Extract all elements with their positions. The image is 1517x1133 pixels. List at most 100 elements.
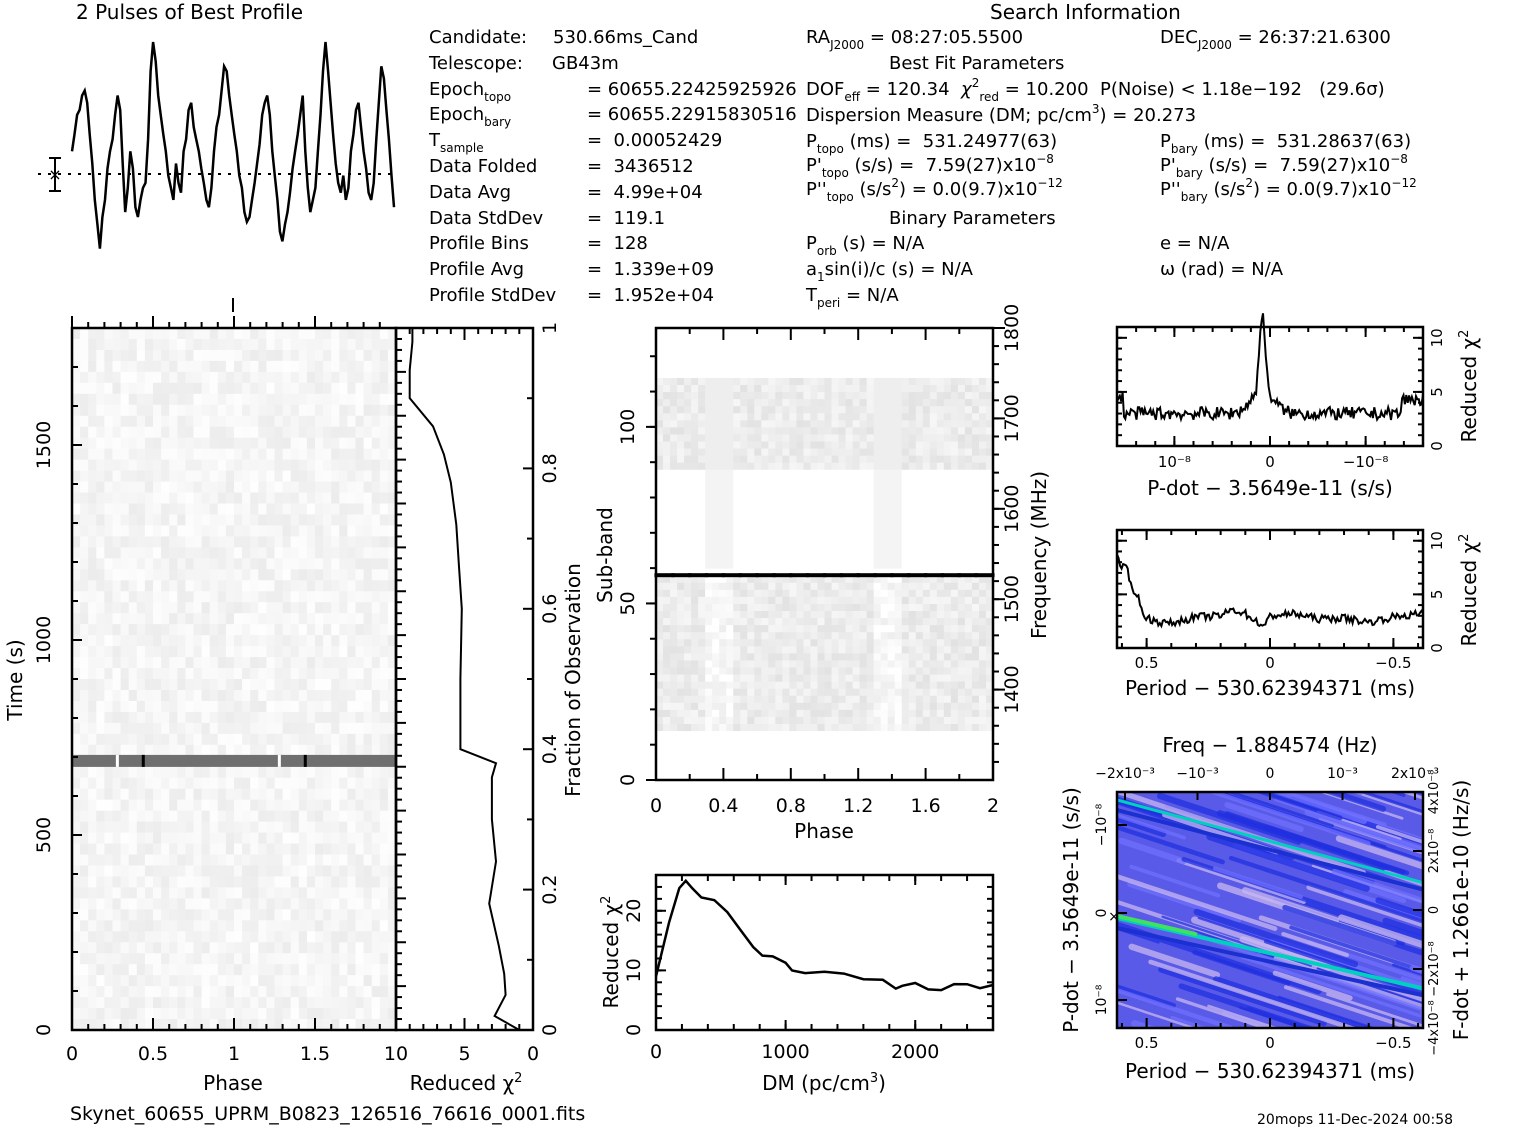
heatmap-cell (217, 415, 227, 428)
heatmap-cell (733, 610, 741, 619)
heatmap-cell (831, 469, 840, 477)
heatmap-cell (768, 490, 776, 498)
heatmap-cell (104, 382, 113, 395)
heatmap-cell (242, 371, 251, 384)
heatmap-cell (177, 437, 186, 450)
heatmap-cell (698, 772, 706, 781)
heatmap-cell (761, 674, 769, 682)
heatmap-cell (705, 448, 713, 456)
heatmap-cell (789, 758, 797, 767)
heatmap-cell (754, 638, 762, 647)
heatmap-cell (298, 986, 308, 998)
heatmap-cell (290, 437, 300, 450)
heatmap-cell (169, 689, 178, 702)
heatmap-cell (339, 514, 348, 526)
heatmap-cell (887, 610, 896, 619)
heatmap-cell (201, 942, 211, 954)
heatmap-cell (225, 448, 235, 461)
heatmap-cell (922, 455, 931, 463)
heatmap-cell (817, 631, 825, 640)
heatmap-cell (144, 865, 154, 877)
heatmap-cell (72, 536, 81, 548)
heatmap-cell (282, 711, 292, 724)
heatmap-cell (985, 582, 994, 590)
heatmap-cell (908, 709, 917, 717)
heatmap-cell (355, 415, 365, 428)
heatmap-cell (306, 624, 316, 636)
heatmap-cell (185, 525, 194, 537)
heatmap-cell (225, 997, 235, 1009)
heatmap-cell (677, 667, 685, 675)
heatmap-cell (217, 975, 227, 987)
heatmap-cell (957, 462, 966, 470)
heatmap-cell (282, 975, 292, 987)
heatmap-cell (112, 349, 122, 362)
heatmap-cell (153, 602, 162, 614)
heatmap-cell (740, 511, 748, 520)
heatmap-cell (712, 455, 720, 463)
heatmap-cell (908, 624, 917, 633)
heatmap-cell (670, 772, 678, 781)
heatmap-cell (691, 532, 699, 541)
heatmap-cell (943, 539, 952, 548)
heatmap-cell (88, 536, 97, 548)
heatmap-cell (112, 975, 122, 987)
heatmap-cell (290, 799, 300, 812)
heatmap-cell (712, 645, 720, 654)
heatmap-cell (225, 635, 235, 647)
heatmap-cell (789, 546, 797, 555)
heatmap-cell (719, 652, 727, 661)
heatmap-cell (845, 561, 854, 569)
heatmap-cell (258, 898, 267, 910)
heatmap-cell (290, 975, 300, 987)
heatmap-cell (740, 688, 748, 696)
heatmap-cell (880, 546, 889, 555)
heatmap-cell (72, 382, 81, 395)
heatmap-cell (242, 415, 251, 428)
heatmap-cell (80, 733, 89, 746)
heatmap-cell (379, 744, 389, 757)
heatmap-cell (691, 772, 699, 781)
heatmap-cell (331, 591, 340, 603)
heatmap-cell (331, 876, 340, 888)
heatmap-cell (242, 832, 251, 845)
heatmap-cell (185, 722, 194, 735)
heatmap-cell (88, 887, 97, 899)
heatmap-cell (379, 558, 389, 570)
heatmap-cell (852, 582, 861, 590)
heatmap-cell (677, 596, 685, 604)
heatmap-cell (901, 737, 910, 746)
heatmap-cell (880, 582, 889, 590)
heatmap-cell (387, 547, 397, 559)
heatmap-cell (177, 426, 186, 439)
heatmap-cell (217, 909, 227, 921)
heatmap-cell (323, 547, 332, 559)
heatmap-cell (677, 490, 685, 498)
heatmap-cell (80, 722, 89, 735)
heatmap-cell (915, 688, 924, 696)
heatmap-cell (796, 652, 804, 661)
heatmap-cell (796, 525, 804, 534)
heatmap-cell (72, 547, 81, 559)
heatmap-cell (234, 536, 243, 548)
heatmap-cell (859, 723, 868, 732)
heatmap-cell (719, 603, 727, 611)
heatmap-cell (852, 610, 861, 619)
heatmap-cell (936, 497, 945, 506)
heatmap-cell (201, 492, 211, 504)
heatmap-cell (112, 920, 122, 932)
error-bar-marker: × (48, 165, 61, 184)
heatmap-cell (971, 645, 980, 654)
heatmap-cell (387, 777, 397, 790)
heatmap-cell (747, 525, 755, 534)
heatmap-cell (96, 898, 105, 910)
heatmap-cell (72, 700, 81, 713)
heatmap-cell (775, 589, 783, 597)
heatmap-cell (298, 481, 308, 494)
heatmap-cell (761, 575, 769, 583)
heatmap-cell (88, 426, 97, 439)
heatmap-cell (169, 711, 178, 724)
heatmap-cell (733, 681, 741, 689)
heatmap-cell (128, 624, 138, 636)
heatmap-cell (894, 638, 903, 647)
